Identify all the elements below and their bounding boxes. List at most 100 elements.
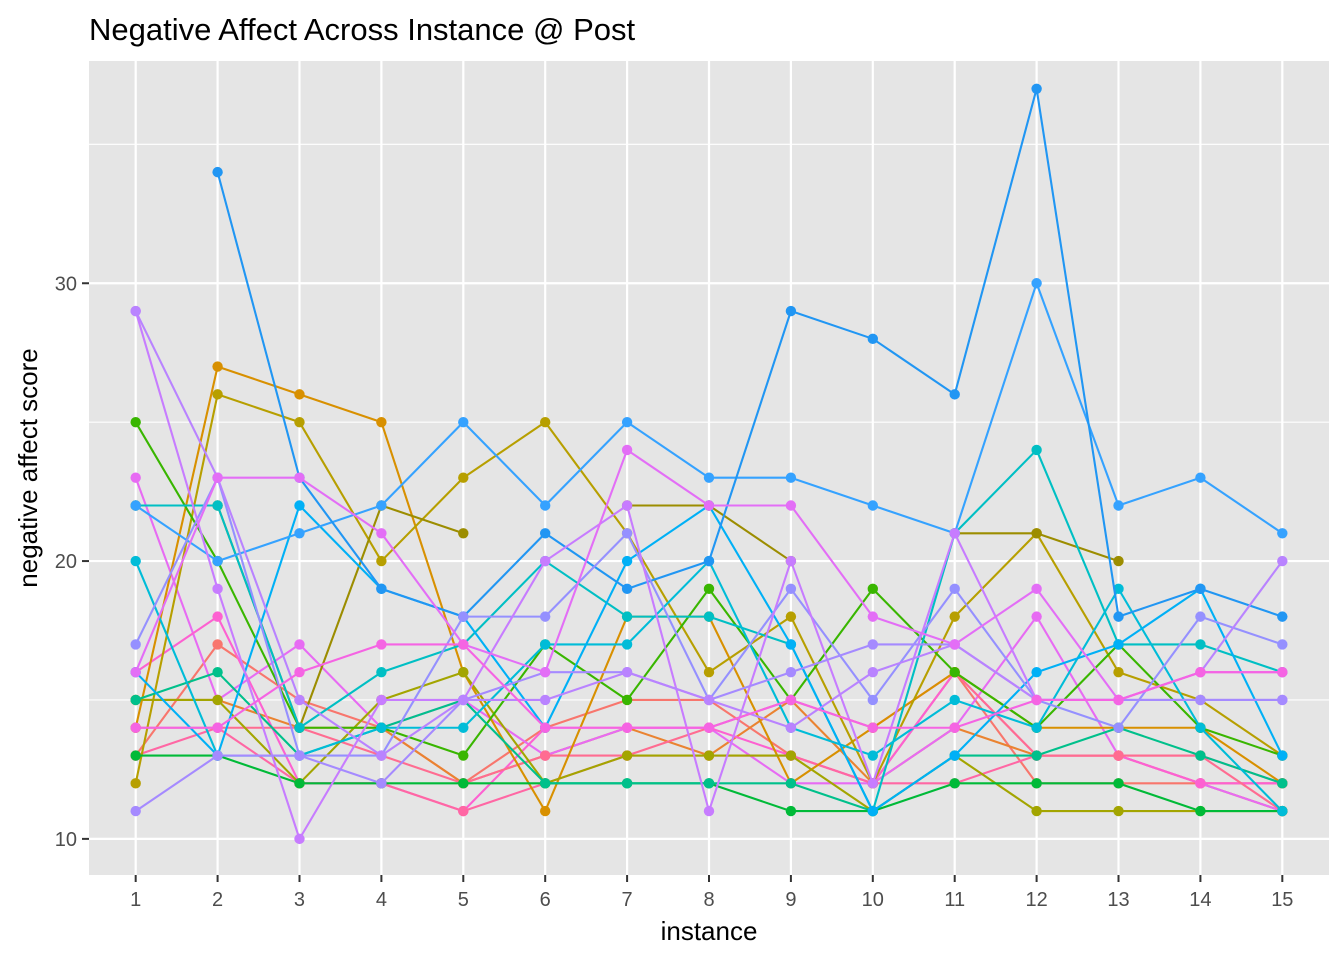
y-axis: 10 20 30 [55,273,89,851]
data-point [458,722,469,733]
data-point [785,611,797,622]
data-point [1195,611,1206,622]
data-point [1113,722,1124,733]
data-point [130,750,141,761]
y-tick-label: 10 [55,829,77,851]
data-point [621,528,633,539]
data-point [1195,583,1206,595]
data-point [1031,750,1042,761]
data-point [212,166,223,178]
data-point [376,500,387,511]
data-point [539,528,551,539]
data-point [867,750,879,761]
data-point [703,555,715,567]
data-point [458,472,469,483]
data-point [703,666,715,678]
data-point [621,444,633,456]
series-layer [130,83,1288,845]
data-point [949,722,960,733]
data-point [376,416,387,428]
data-point [703,722,715,733]
data-point [621,583,633,595]
data-point [703,750,715,761]
data-point [785,472,797,483]
data-point [539,694,551,706]
y-axis-title: negative affect score [13,348,43,587]
data-point [621,416,633,428]
x-tick-label: 15 [1271,889,1293,911]
data-point [1195,639,1206,650]
data-point [785,750,797,761]
data-point [621,611,633,622]
data-point [785,805,797,817]
data-point [1031,528,1042,539]
data-point [621,750,633,761]
data-point [1195,805,1206,817]
x-tick-label: 9 [785,889,796,911]
data-point [703,694,715,706]
data-point [785,666,797,678]
data-point [785,555,797,567]
data-point [1277,639,1288,650]
data-point [1195,778,1206,789]
data-point [1031,778,1042,789]
x-tick-label: 13 [1107,889,1129,911]
data-point [376,750,387,761]
data-point [376,639,387,650]
data-point [785,694,797,706]
data-point [867,694,879,706]
data-point [1031,666,1042,678]
data-point [539,722,551,733]
data-point [130,639,141,650]
data-point [458,416,469,428]
data-point [1113,666,1124,678]
x-axis: 1 2 3 4 5 6 7 8 9 10 11 12 13 14 15 [130,875,1293,911]
data-point [949,583,960,595]
data-point [294,528,305,539]
data-point [703,805,715,817]
data-point [539,666,551,678]
data-point [212,472,223,483]
data-point [1113,694,1124,706]
data-point [1195,750,1206,761]
data-point [621,500,633,511]
data-point [458,639,469,650]
data-point [621,639,633,650]
data-point [376,666,387,678]
series-18 [212,83,1288,622]
data-point [1113,639,1124,650]
data-point [130,416,141,428]
data-point [294,472,305,483]
data-point [539,500,551,511]
data-point [785,639,797,650]
data-point [621,694,633,706]
data-point [1277,666,1288,678]
x-tick-label: 11 [944,889,965,911]
data-point [949,639,960,650]
data-point [130,500,141,511]
data-point [130,805,141,817]
data-point [539,750,551,761]
data-point [785,583,797,595]
data-point [1195,694,1206,706]
data-point [212,639,223,650]
data-point [621,666,633,678]
data-point [949,750,960,761]
data-point [785,500,797,511]
data-point [1031,444,1042,456]
data-point [458,694,469,706]
data-point [1113,611,1124,622]
chart-title: Negative Affect Across Instance @ Post [89,12,636,47]
data-point [212,500,223,511]
y-tick-label: 30 [55,273,77,295]
data-point [949,666,960,678]
data-point [1277,750,1288,761]
data-point [376,555,387,567]
data-point [212,666,223,678]
data-point [294,666,305,678]
data-point [703,583,715,595]
data-point [621,778,633,789]
data-point [1277,611,1288,622]
data-point [458,778,469,789]
data-point [703,611,715,622]
